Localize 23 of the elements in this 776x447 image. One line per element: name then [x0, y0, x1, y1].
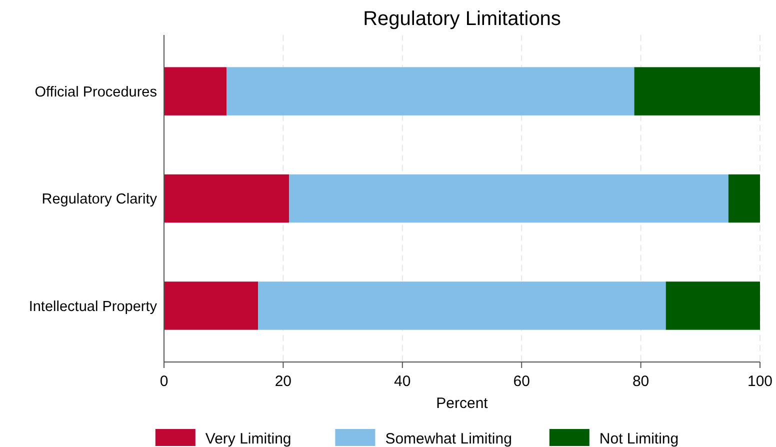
bar: [634, 67, 760, 116]
legend-label: Not Limiting: [599, 430, 679, 447]
x-tick-label: 100: [747, 373, 773, 390]
bar: [226, 67, 634, 116]
x-tick-label: 80: [632, 373, 650, 390]
legend-label: Somewhat Limiting: [385, 430, 512, 447]
y-tick-label: Official Procedures: [34, 84, 157, 100]
bar: [728, 174, 760, 223]
legend-label: Very Limiting: [205, 430, 292, 447]
bar: [258, 282, 666, 330]
bar: [289, 174, 728, 223]
y-tick-label: Regulatory Clarity: [42, 192, 158, 208]
y-tick-label: Intellectual Property: [28, 298, 158, 315]
bar: [164, 67, 227, 116]
bar: [666, 282, 760, 330]
bar: [164, 282, 258, 330]
x-tick-label: 60: [513, 373, 530, 390]
x-tick-label: 40: [394, 373, 411, 390]
x-tick-label: 0: [160, 373, 168, 390]
bar: [164, 174, 290, 223]
x-axis-title: Percent: [436, 395, 489, 412]
chart-title: Regulatory Limitations: [363, 8, 561, 30]
x-tick-label: 20: [274, 373, 292, 390]
